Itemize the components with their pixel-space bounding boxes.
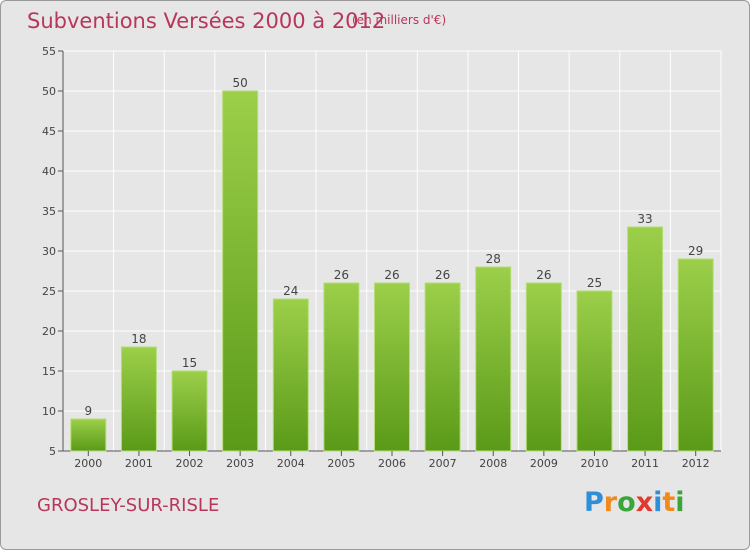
data-label: 28 — [486, 252, 501, 266]
y-tick-label: 20 — [42, 325, 56, 338]
y-tick-label: 55 — [42, 45, 56, 58]
data-label: 24 — [283, 284, 298, 298]
x-tick-label: 2009 — [530, 457, 558, 470]
data-label: 9 — [84, 404, 92, 418]
x-tick-label: 2000 — [74, 457, 102, 470]
bar — [424, 282, 461, 452]
data-label: 50 — [233, 76, 248, 90]
bar — [70, 418, 107, 452]
commune-name: GROSLEY-SUR-RISLE — [37, 495, 220, 516]
bar — [120, 346, 157, 452]
x-tick-label: 2005 — [327, 457, 355, 470]
x-tick-label: 2012 — [682, 457, 710, 470]
data-label: 29 — [688, 244, 703, 258]
bar — [525, 282, 562, 452]
x-tick-label: 2011 — [631, 457, 659, 470]
x-tick-label: 2003 — [226, 457, 254, 470]
data-label: 18 — [131, 332, 146, 346]
data-label: 15 — [182, 356, 197, 370]
proxiti-logo[interactable]: Proxiti — [584, 487, 685, 518]
x-tick-label: 2001 — [125, 457, 153, 470]
chart-unit-subtitle: (en milliers d'€) — [352, 13, 447, 27]
x-tick-label: 2008 — [479, 457, 507, 470]
bar — [677, 258, 714, 452]
y-tick-label: 50 — [42, 85, 56, 98]
x-tick-label: 2002 — [176, 457, 204, 470]
data-label: 26 — [435, 268, 450, 282]
y-tick-label: 10 — [42, 405, 56, 418]
logo-letter: P — [584, 487, 604, 518]
bar — [171, 370, 208, 452]
logo-letter: r — [603, 487, 618, 518]
bar — [627, 226, 664, 452]
data-label: 26 — [384, 268, 399, 282]
bar — [222, 90, 259, 452]
logo-letter: i — [653, 487, 663, 518]
bar — [475, 266, 512, 452]
data-label: 33 — [637, 212, 652, 226]
bar — [576, 290, 613, 452]
y-tick-label: 15 — [42, 365, 56, 378]
data-label: 25 — [587, 276, 602, 290]
y-tick-label: 5 — [49, 445, 56, 458]
chart-title: Subventions Versées 2000 à 2012 — [27, 9, 386, 33]
bar — [323, 282, 360, 452]
x-tick-label: 2010 — [580, 457, 608, 470]
logo-letter: t — [662, 487, 676, 518]
x-tick-label: 2007 — [429, 457, 457, 470]
y-tick-label: 45 — [42, 125, 56, 138]
bar — [374, 282, 410, 452]
logo-letter: x — [635, 487, 654, 518]
y-tick-label: 30 — [42, 245, 56, 258]
y-tick-label: 25 — [42, 285, 56, 298]
x-tick-label: 2004 — [277, 457, 305, 470]
logo-letter: i — [675, 487, 685, 518]
data-label: 26 — [334, 268, 349, 282]
logo-letter: o — [617, 487, 636, 518]
y-tick-label: 40 — [42, 165, 56, 178]
data-label: 26 — [536, 268, 551, 282]
bar — [272, 298, 309, 452]
x-tick-label: 2006 — [378, 457, 406, 470]
y-tick-label: 35 — [42, 205, 56, 218]
